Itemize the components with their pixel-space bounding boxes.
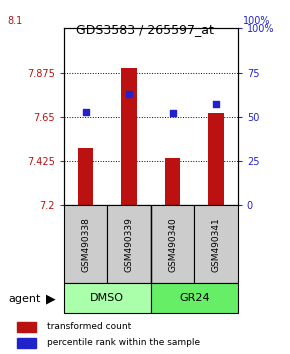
Point: [170, 110, 175, 116]
Text: GDS3583 / 265597_at: GDS3583 / 265597_at: [76, 23, 214, 36]
Point: [214, 102, 218, 107]
Text: agent: agent: [9, 294, 41, 304]
Text: ▶: ▶: [46, 293, 56, 306]
Bar: [64, 283, 151, 313]
Bar: [209, 113, 224, 205]
Text: GSM490339: GSM490339: [124, 217, 134, 272]
Text: percentile rank within the sample: percentile rank within the sample: [46, 338, 200, 347]
Text: GR24: GR24: [179, 293, 210, 303]
Text: transformed count: transformed count: [46, 322, 131, 331]
Bar: [194, 205, 238, 283]
Bar: [151, 283, 238, 313]
Text: GSM490340: GSM490340: [168, 217, 177, 272]
Point: [83, 109, 88, 114]
Text: GSM490341: GSM490341: [211, 217, 221, 272]
Bar: [107, 205, 151, 283]
Text: DMSO: DMSO: [90, 293, 124, 303]
Bar: [165, 158, 180, 205]
Text: 8.1: 8.1: [7, 16, 22, 26]
Bar: [17, 338, 36, 348]
Text: 100%: 100%: [243, 16, 271, 26]
Bar: [78, 148, 93, 205]
Bar: [17, 322, 36, 332]
Bar: [151, 205, 194, 283]
Point: [127, 91, 131, 97]
Bar: [122, 68, 137, 205]
Text: GSM490338: GSM490338: [81, 217, 90, 272]
Bar: [64, 205, 107, 283]
